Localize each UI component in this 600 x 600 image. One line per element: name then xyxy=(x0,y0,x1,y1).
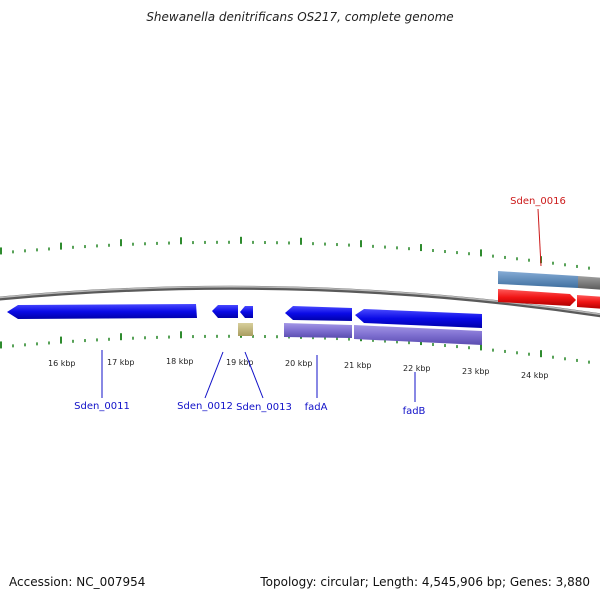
ruler-label: 23 kbp xyxy=(462,367,490,376)
gene-sden-0012-arrow[interactable] xyxy=(212,305,238,318)
ruler-label: 19 kbp xyxy=(226,358,254,367)
gene-sden-0013-arrow[interactable] xyxy=(240,306,253,318)
ruler-label: 24 kbp xyxy=(521,371,549,380)
outer-tick-row xyxy=(0,236,590,270)
ruler-label: 17 kbp xyxy=(107,358,135,367)
gene-labels: Sden_0011 Sden_0012 Sden_0013 fadA fadB … xyxy=(74,196,566,417)
ruler-label: 22 kbp xyxy=(403,364,431,373)
gene-red-arrow-1[interactable] xyxy=(498,289,576,306)
gene-label-sden-0011[interactable]: Sden_0011 xyxy=(74,401,130,412)
gene-label-sden-0013[interactable]: Sden_0013 xyxy=(236,402,292,413)
genome-backbone-highlight xyxy=(0,286,600,316)
gene-sden-0013-feature[interactable] xyxy=(238,323,253,336)
genome-summary-text: Topology: circular; Length: 4,545,906 bp… xyxy=(260,575,590,589)
fadb-feature-bar[interactable] xyxy=(354,325,482,345)
gene-red-track[interactable] xyxy=(498,289,600,309)
gene-fadb-arrow[interactable] xyxy=(355,309,482,328)
sden-0016-leader xyxy=(537,208,542,267)
accession-text: Accession: NC_007954 xyxy=(9,575,146,589)
gene-fada-arrow[interactable] xyxy=(285,306,352,321)
ruler-labels: 16 kbp 17 kbp 18 kbp 19 kbp 20 kbp 21 kb… xyxy=(48,357,549,380)
gene-label-fadb[interactable]: fadB xyxy=(403,406,426,417)
gene-sden-0016-gray-segment[interactable] xyxy=(578,276,600,290)
gene-sden-0016-track[interactable] xyxy=(498,271,600,290)
gene-label-sden-0012[interactable]: Sden_0012 xyxy=(177,401,233,412)
sden-0013-leader xyxy=(244,351,264,399)
map-title: Shewanella denitrificans OS217, complete… xyxy=(146,10,454,24)
genome-backbone xyxy=(0,285,600,318)
sden-0012-leader xyxy=(204,351,224,399)
gene-label-sden-0016[interactable]: Sden_0016 xyxy=(510,196,566,207)
ruler-label: 21 kbp xyxy=(344,361,372,370)
gene-red-arrow-2[interactable] xyxy=(577,295,600,309)
ruler-label: 18 kbp xyxy=(166,357,194,366)
gene-sden-0016-steel-segment[interactable] xyxy=(498,271,578,288)
fada-feature-bar[interactable] xyxy=(284,323,352,338)
gene-label-fada[interactable]: fadA xyxy=(305,402,328,413)
ruler-label: 20 kbp xyxy=(285,359,313,368)
gene-sden-0011-arrow[interactable] xyxy=(7,304,197,319)
ruler-label: 16 kbp xyxy=(48,359,76,368)
gene-label-leaders xyxy=(101,208,542,402)
